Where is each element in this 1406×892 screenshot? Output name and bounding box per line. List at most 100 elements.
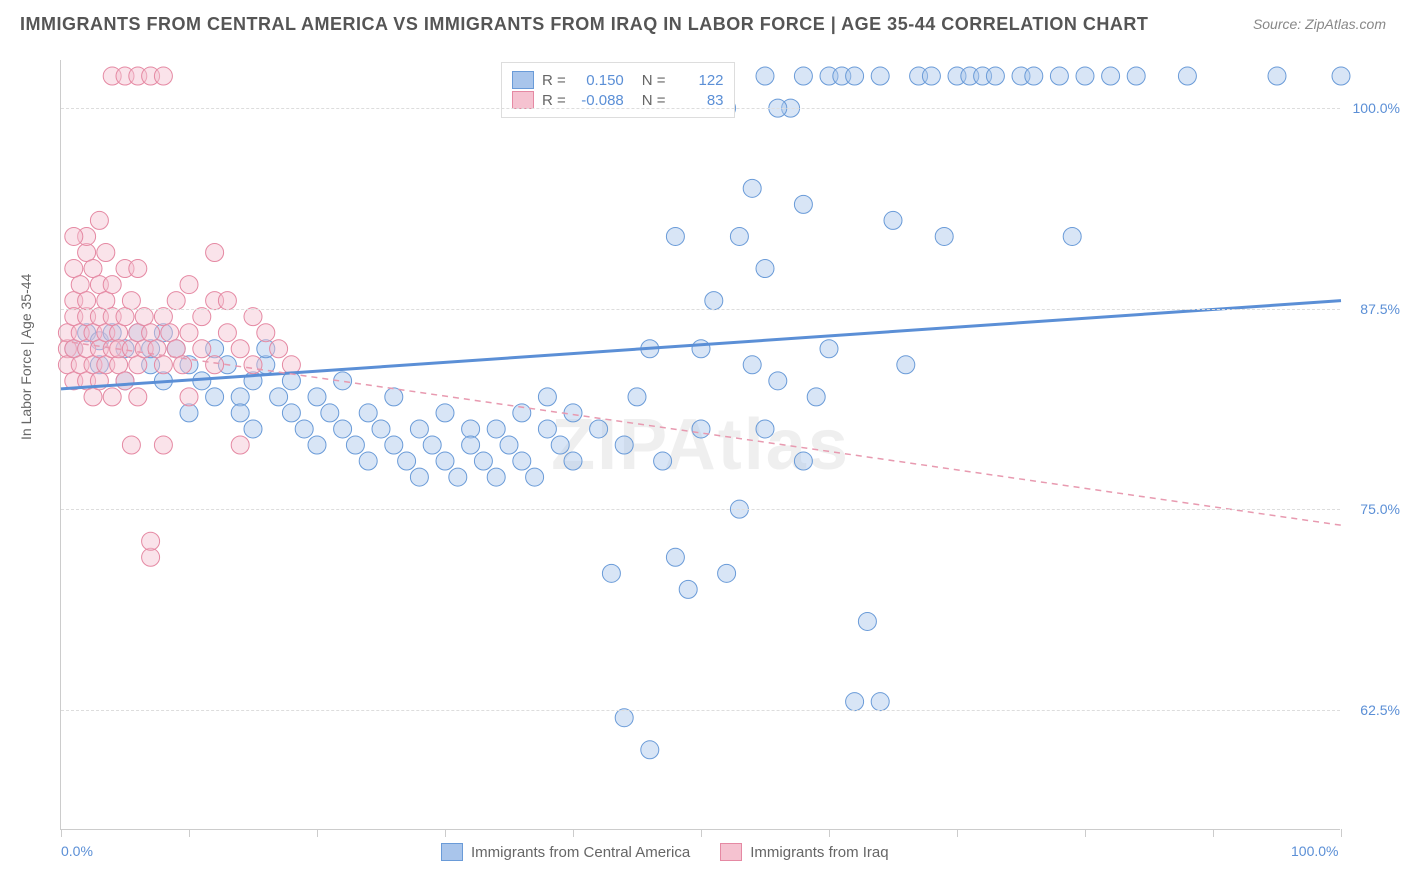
data-point (180, 276, 198, 294)
data-point (71, 276, 89, 294)
data-point (897, 356, 915, 374)
y-tick-label: 87.5% (1360, 301, 1400, 317)
data-point (244, 356, 262, 374)
x-tick (445, 829, 446, 837)
data-point (110, 324, 128, 342)
y-tick-label: 75.0% (1360, 501, 1400, 517)
data-point (84, 388, 102, 406)
data-point (257, 324, 275, 342)
data-point (462, 420, 480, 438)
x-tick (1085, 829, 1086, 837)
data-point (654, 452, 672, 470)
data-point (538, 388, 556, 406)
data-point (1332, 67, 1350, 85)
data-point (231, 436, 249, 454)
data-point (590, 420, 608, 438)
data-point (231, 388, 249, 406)
data-point (97, 292, 115, 310)
y-tick-label: 100.0% (1353, 100, 1400, 116)
data-point (142, 324, 160, 342)
data-point (78, 292, 96, 310)
data-point (295, 420, 313, 438)
data-point (154, 308, 172, 326)
data-point (500, 436, 518, 454)
data-point (513, 452, 531, 470)
data-point (743, 356, 761, 374)
data-point (282, 404, 300, 422)
data-point (334, 420, 352, 438)
legend-row: R =0.150N =122 (512, 71, 724, 89)
data-point (154, 436, 172, 454)
data-point (65, 260, 83, 278)
data-point (730, 227, 748, 245)
x-tick (61, 829, 62, 837)
data-point (449, 468, 467, 486)
legend-swatch (441, 843, 463, 861)
x-tick (573, 829, 574, 837)
data-point (359, 404, 377, 422)
legend-item: Immigrants from Central America (441, 843, 690, 861)
legend-label: Immigrants from Central America (471, 844, 690, 861)
data-point (615, 709, 633, 727)
data-point (1063, 227, 1081, 245)
data-point (487, 468, 505, 486)
data-point (756, 260, 774, 278)
legend-r-value: -0.088 (574, 92, 624, 109)
data-point (769, 372, 787, 390)
x-tick (957, 829, 958, 837)
x-axis-label: 100.0% (1291, 843, 1338, 859)
data-point (884, 211, 902, 229)
data-point (154, 67, 172, 85)
data-point (436, 452, 454, 470)
data-point (167, 292, 185, 310)
data-point (135, 308, 153, 326)
data-point (1025, 67, 1043, 85)
data-point (218, 324, 236, 342)
data-point (1127, 67, 1145, 85)
x-tick (701, 829, 702, 837)
data-point (161, 324, 179, 342)
data-point (206, 388, 224, 406)
data-point (84, 260, 102, 278)
data-point (526, 468, 544, 486)
data-point (154, 356, 172, 374)
data-point (1076, 67, 1094, 85)
data-point (167, 340, 185, 358)
legend-row: R =-0.088N =83 (512, 91, 724, 109)
data-point (116, 308, 134, 326)
data-point (807, 388, 825, 406)
data-point (359, 452, 377, 470)
data-point (308, 388, 326, 406)
data-point (110, 356, 128, 374)
data-point (385, 436, 403, 454)
data-point (180, 388, 198, 406)
data-point (1050, 67, 1068, 85)
gridline (61, 309, 1340, 310)
data-point (615, 436, 633, 454)
gridline (61, 108, 1340, 109)
data-point (78, 244, 96, 262)
data-point (705, 292, 723, 310)
data-point (846, 67, 864, 85)
x-tick (829, 829, 830, 837)
data-point (206, 244, 224, 262)
legend-n-value: 122 (674, 72, 724, 89)
chart-area: ZIPAtlas R =0.150N =122R =-0.088N =83 Im… (60, 60, 1340, 830)
data-point (718, 564, 736, 582)
data-point (193, 308, 211, 326)
legend-r-label: R = (542, 72, 566, 89)
data-point (129, 388, 147, 406)
data-point (1178, 67, 1196, 85)
data-point (122, 436, 140, 454)
legend-r-value: 0.150 (574, 72, 624, 89)
scatter-plot (61, 60, 1340, 829)
data-point (116, 372, 134, 390)
data-point (692, 340, 710, 358)
data-point (871, 67, 889, 85)
data-point (820, 340, 838, 358)
data-point (935, 227, 953, 245)
data-point (97, 244, 115, 262)
gridline (61, 509, 1340, 510)
legend-item: Immigrants from Iraq (720, 843, 888, 861)
data-point (756, 67, 774, 85)
